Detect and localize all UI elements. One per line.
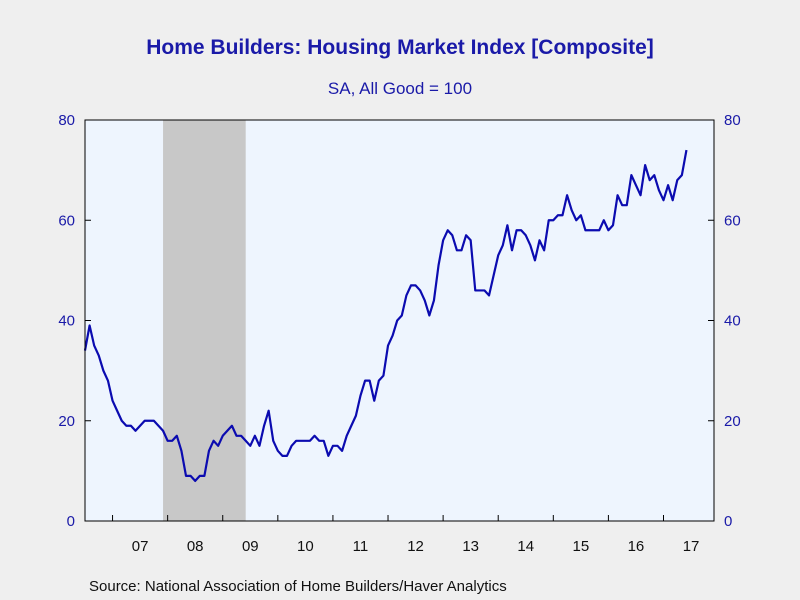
y-tick-label-left: 60 — [58, 212, 75, 229]
x-tick-label: 16 — [628, 538, 645, 555]
axis-ticks: 0 0 20 20 40 40 60 60 80 80 07 08 09 10 11 12 13 14 15 16 17 — [58, 112, 740, 555]
chart-subtitle: SA, All Good = 100 — [327, 79, 473, 98]
x-tick-label: 08 — [187, 538, 204, 555]
y-tick-label-left: 80 — [58, 112, 75, 129]
y-tick-label-right: 60 — [724, 212, 741, 229]
x-tick-label: 17 — [683, 538, 700, 555]
y-tick-label-left: 20 — [58, 413, 75, 430]
x-tick-label: 12 — [407, 538, 424, 555]
x-tick-label: 13 — [462, 538, 479, 555]
x-tick-label: 15 — [573, 538, 590, 555]
x-tick-label: 10 — [297, 538, 314, 555]
plot-frame — [84, 119, 715, 522]
recession-shade — [163, 120, 246, 521]
y-tick-label-right: 20 — [724, 413, 741, 430]
y-tick-label-left: 40 — [58, 313, 75, 330]
y-tick-label-right: 0 — [724, 513, 732, 530]
y-tick-label-right: 40 — [724, 313, 741, 330]
x-tick-label: 14 — [517, 538, 534, 555]
y-tick-label-right: 80 — [724, 112, 741, 129]
source-note: Source: National Association of Home Bui… — [89, 578, 507, 595]
y-tick-label-left: 0 — [67, 513, 75, 530]
chart-title: Home Builders: Housing Market Index [Com… — [146, 36, 654, 59]
x-tick-label: 09 — [242, 538, 259, 555]
x-tick-label: 11 — [353, 538, 369, 555]
x-tick-label: 07 — [132, 538, 149, 555]
series-line — [83, 149, 688, 482]
